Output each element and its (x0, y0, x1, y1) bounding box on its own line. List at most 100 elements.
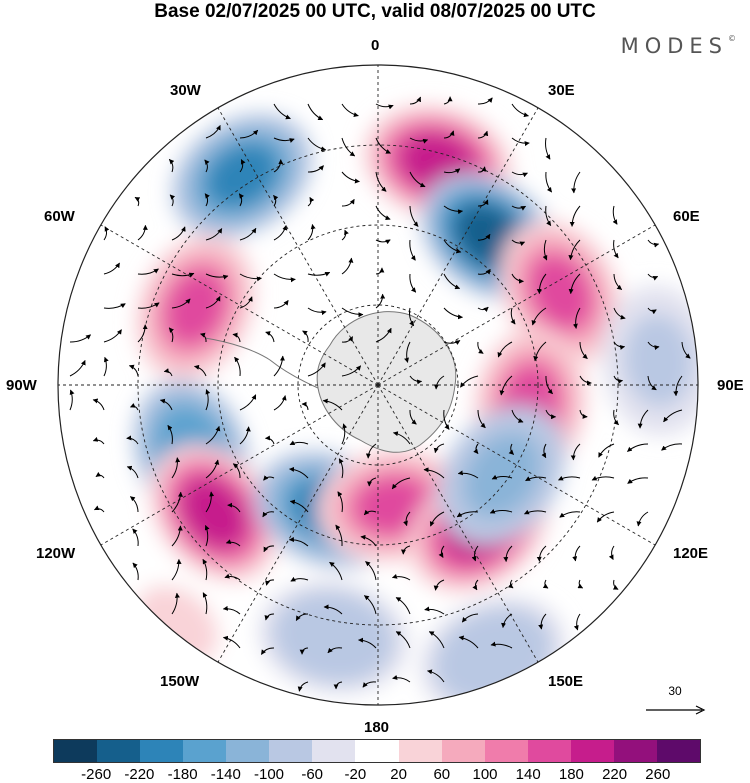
wind-arrow (171, 226, 186, 241)
wind-arrow (471, 545, 479, 562)
wind-arrow (443, 273, 461, 290)
wind-arrow (323, 604, 343, 615)
wind-arrow (443, 205, 464, 215)
colorbar-swatch (398, 740, 442, 762)
wind-arrow (503, 545, 513, 563)
wind-arrow (307, 223, 316, 241)
wind-arrow (409, 205, 419, 227)
wind-arrow (637, 409, 649, 429)
wind-arrow (307, 196, 315, 207)
lon-label-90w: 90W (6, 377, 37, 394)
wind-arrow (168, 327, 175, 343)
anomaly-blob (182, 478, 247, 548)
wind-arrow (404, 341, 411, 363)
wind-arrow (511, 103, 529, 118)
wind-arrow (137, 268, 159, 275)
wind-arrow (232, 332, 241, 343)
wind-arrow (473, 443, 479, 455)
wind-arrow (341, 336, 354, 343)
wind-arrow (302, 330, 309, 343)
wind-arrow (341, 307, 364, 318)
wind-arrow (103, 356, 109, 377)
wind-arrow (673, 375, 683, 397)
anomaly-blob (470, 440, 534, 510)
wind-arrow (200, 332, 207, 343)
wind-arrow (132, 562, 139, 581)
colorbar-swatch (656, 740, 700, 762)
wind-arrow (204, 525, 210, 547)
wind-arrow (239, 129, 259, 139)
antarctica-landmass (204, 311, 457, 453)
wind-arrow (289, 499, 309, 513)
wind-arrow (443, 130, 455, 139)
wind-arrow (205, 389, 211, 411)
wind-arrow (579, 375, 592, 386)
wind-arrow (171, 457, 181, 479)
wind-arrow (205, 228, 223, 241)
wind-arrow (545, 171, 553, 193)
wind-arrow (511, 239, 526, 247)
map-title: Base 02/07/2025 00 UTC, valid 08/07/2025… (154, 1, 596, 22)
colorbar-swatch (312, 740, 356, 762)
wind-arrow (375, 171, 387, 192)
wind-arrow (477, 233, 491, 241)
anomaly-blob (456, 626, 530, 686)
wind-arrow (392, 431, 411, 445)
wind-arrow (433, 375, 445, 390)
wind-arrow (273, 137, 295, 143)
wind-arrow (545, 137, 551, 160)
wind-arrow (596, 511, 615, 523)
wind-arrow (333, 681, 343, 690)
anomaly-blob (165, 271, 225, 344)
meridian-line (100, 384, 379, 546)
wind-arrow (205, 459, 220, 479)
wind-arrow (681, 341, 691, 359)
wind-arrow (568, 273, 581, 295)
wind-arrow (103, 303, 126, 309)
wind-arrow (103, 226, 110, 241)
colorbar-tick-label: 180 (558, 766, 584, 783)
meridian-line (377, 384, 656, 546)
colorbar-tick-label: 220 (602, 766, 628, 783)
wind-arrow (335, 524, 343, 547)
reference-vector: 30 (640, 682, 710, 721)
wind-arrow (663, 409, 683, 423)
wind-arrow (510, 307, 516, 325)
wind-arrow (365, 561, 377, 581)
wind-arrow (205, 425, 221, 445)
colorbar-swatch (97, 740, 141, 762)
wind-arrow (290, 576, 309, 582)
wind-arrow (647, 239, 660, 248)
lon-label-30e: 30E (548, 82, 575, 99)
reference-vector-label: 30 (668, 684, 682, 698)
wind-arrow (392, 674, 411, 683)
wind-arrow (579, 409, 588, 419)
wind-arrow (341, 137, 356, 157)
wind-arrow (573, 613, 581, 631)
meridian-line (217, 384, 379, 663)
wind-arrow (171, 592, 180, 615)
wind-arrow (134, 196, 141, 207)
polar-map[interactable] (0, 0, 750, 740)
wind-arrow (403, 511, 411, 527)
wind-arrow (477, 269, 491, 275)
wind-arrow (362, 681, 377, 688)
lon-label-120e: 120E (673, 545, 709, 562)
wind-arrow (273, 300, 289, 309)
wind-arrow (541, 443, 547, 459)
wind-arrow (69, 360, 86, 377)
colorbar-swatch (441, 740, 485, 762)
wind-arrow (69, 334, 91, 343)
wind-arrow (273, 103, 291, 120)
lon-label-90e: 90E (717, 377, 744, 394)
wind-arrow (477, 166, 487, 173)
wind-arrow (457, 470, 479, 479)
wind-arrow (273, 159, 284, 173)
colorbar-tick-label: 100 (472, 766, 498, 783)
wind-arrow (507, 579, 514, 589)
wind-arrow (477, 341, 484, 354)
wind-arrow (443, 239, 462, 254)
anomaly-blob (207, 144, 278, 207)
wind-arrow (363, 595, 377, 615)
wind-arrow (443, 307, 463, 320)
